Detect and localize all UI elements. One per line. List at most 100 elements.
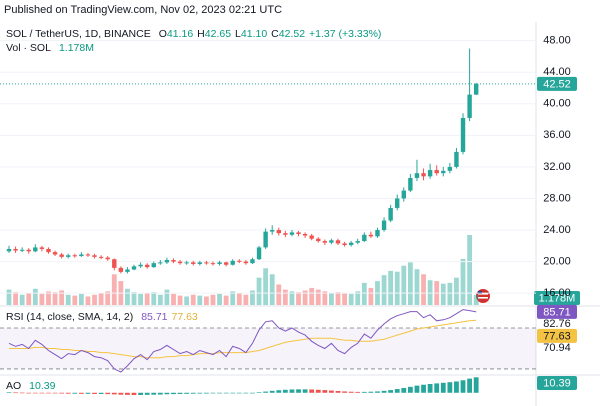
volume-bar [6, 289, 12, 305]
rsi-band-fill [0, 327, 536, 369]
candle-body [434, 170, 439, 174]
ao-bar [105, 392, 111, 395]
volume-bar [302, 290, 308, 305]
volume-bar [421, 274, 426, 305]
ao-bar [263, 391, 269, 393]
volume-bar [144, 293, 150, 305]
candle-body [223, 262, 229, 265]
volume-bar [85, 296, 91, 305]
rsi-title: RSI (14, close, SMA, 14, 2) [6, 311, 134, 323]
ao-bar [302, 389, 308, 393]
ao-bar [250, 392, 255, 394]
ao-bar [144, 392, 150, 395]
candle-body [52, 252, 58, 255]
ao-bar [427, 383, 433, 393]
ao-bar [26, 392, 32, 394]
ao-bar [151, 392, 157, 395]
ao-bar [335, 390, 341, 393]
volume-tag: 1.178M [539, 292, 576, 304]
candle-body [151, 263, 156, 268]
candle-body [217, 262, 222, 264]
volume-bar [401, 265, 407, 305]
ao-bar [375, 391, 380, 393]
ohlc-value: 42.52 [278, 28, 306, 40]
candle-body [6, 248, 12, 252]
rsi-ma-value: 77.63 [171, 311, 198, 323]
y-tick-label: 36.00 [543, 129, 571, 141]
volume-bar [210, 294, 216, 305]
ao-bar [289, 389, 295, 393]
volume-bar [256, 277, 262, 305]
y-tick-label: 48.00 [543, 35, 571, 47]
price-legend: SOL / TetherUS, 1D, BINANCE O41.16 H42.6… [6, 28, 381, 40]
volume-bar [289, 291, 295, 305]
ao-bar [177, 392, 183, 394]
ao-bar [197, 392, 203, 394]
ao-title: AO [6, 380, 22, 392]
y-tick-label: 82.76 [543, 318, 571, 330]
y-tick-label: 20.00 [543, 256, 571, 268]
candle-body [72, 255, 77, 257]
ao-bar [52, 392, 58, 394]
ao-bar [440, 382, 446, 393]
volume-value: 1.178M [58, 42, 94, 54]
ao-bar [368, 391, 374, 393]
y-tick-label: 28.00 [543, 192, 571, 204]
ao-bar [388, 390, 394, 393]
candle-body [401, 190, 406, 199]
ao-bar [131, 392, 137, 395]
change: +1.37 (+3.33%) [309, 28, 382, 40]
volume-bar [164, 289, 170, 305]
candle-body [289, 232, 295, 235]
candle-body [98, 256, 104, 258]
rsi-tag-bg [537, 328, 577, 343]
volume-bar [65, 294, 71, 305]
candle-body [296, 232, 301, 234]
published: Published on TradingView.com, Nov 02, 20… [4, 4, 283, 16]
candle-body [460, 117, 466, 152]
ohlc-value: 42.65 [204, 28, 232, 40]
ao-bar [454, 381, 459, 393]
candle-body [177, 261, 183, 264]
ao-bar [39, 392, 45, 394]
ao-bar [282, 389, 288, 393]
volume-bar [467, 235, 472, 305]
ao-bar [204, 392, 209, 394]
volume-bar [98, 293, 104, 305]
volume-bar [197, 295, 203, 305]
candle-body [408, 177, 413, 191]
candle-body [283, 233, 288, 235]
volume-bar [460, 258, 466, 305]
candle-body [381, 220, 387, 231]
volume-bar [243, 294, 249, 305]
candle-body [276, 230, 281, 234]
volume-bar [236, 293, 242, 305]
rsi-tag-bg [537, 304, 577, 319]
ao-tag: 10.39 [543, 377, 571, 389]
ao-bar [85, 392, 91, 394]
ao-bar [6, 392, 12, 393]
ao-bar [19, 392, 25, 394]
candle-body [13, 248, 18, 251]
rsi-legend: RSI (14, close, SMA, 14, 2) 85.71 77.63 [6, 311, 198, 323]
volume-bar [394, 271, 400, 305]
volume-bar [282, 289, 288, 305]
volume-bar [440, 283, 446, 305]
volume-bar [138, 293, 143, 305]
ao-bar [414, 385, 420, 393]
volume-bar [19, 294, 25, 305]
ao-legend: AO 10.39 [6, 380, 55, 392]
ao-bar [236, 392, 242, 394]
candle-body [454, 151, 459, 167]
candle-body [164, 260, 170, 263]
ao-bar [223, 392, 229, 394]
candle-body [441, 170, 446, 174]
ao-bar [164, 392, 170, 395]
ao-bar [256, 392, 262, 393]
candle-body [467, 94, 472, 118]
volume-bar [296, 292, 301, 305]
ao-bar [322, 390, 328, 393]
ao-bar [92, 392, 97, 394]
